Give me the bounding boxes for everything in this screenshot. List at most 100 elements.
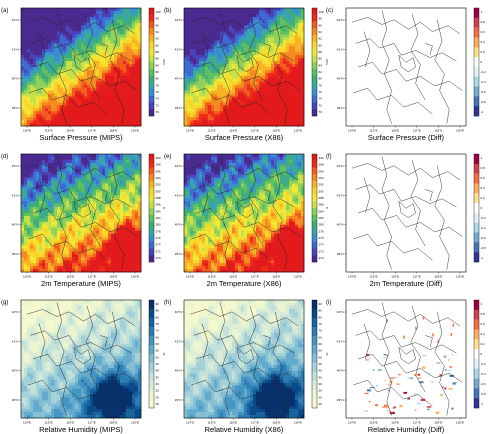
field-cell xyxy=(39,28,43,32)
field-cell xyxy=(108,198,112,202)
field-cell xyxy=(78,102,82,106)
field-cell xyxy=(99,204,103,208)
field-cell xyxy=(265,22,269,26)
field-cell xyxy=(84,25,88,29)
field-cell xyxy=(69,168,73,172)
field-cell xyxy=(72,52,76,56)
field-cell xyxy=(51,8,55,12)
field-cell xyxy=(129,111,133,115)
field-cell xyxy=(48,257,52,261)
field-cell xyxy=(87,25,91,29)
field-cell xyxy=(27,90,31,94)
x-tick-label: 115°E xyxy=(370,129,378,133)
field-cell xyxy=(111,87,115,91)
field-cell xyxy=(138,105,142,109)
field-cell xyxy=(271,10,275,15)
field-cell xyxy=(298,96,302,100)
field-cell xyxy=(211,111,215,115)
field-cell xyxy=(114,165,118,170)
field-cell xyxy=(39,162,43,167)
field-cell xyxy=(187,120,191,124)
field-cell xyxy=(84,75,88,80)
field-cell xyxy=(138,8,142,12)
field-cell xyxy=(72,8,76,12)
field-cell xyxy=(301,111,305,115)
field-cell xyxy=(90,123,94,127)
field-cell xyxy=(66,204,70,208)
field-cell xyxy=(60,105,64,109)
field-cell xyxy=(268,117,272,121)
field-cell xyxy=(99,96,103,100)
field-cell xyxy=(223,19,227,24)
field-cell xyxy=(66,108,70,112)
field-cell xyxy=(57,111,61,115)
field-cell xyxy=(105,99,109,103)
field-cell xyxy=(120,213,124,217)
field-cell xyxy=(81,245,85,249)
field-cell xyxy=(253,102,257,106)
field-cell xyxy=(60,123,64,127)
field-cell xyxy=(105,25,109,29)
field-cell xyxy=(220,13,224,18)
field-cell xyxy=(24,46,28,50)
field-cell xyxy=(199,46,203,50)
field-cell xyxy=(217,49,221,53)
field-cell xyxy=(81,239,85,243)
field-cell xyxy=(117,93,121,97)
field-cell xyxy=(33,177,37,181)
field-cell xyxy=(24,269,28,273)
field-cell xyxy=(39,227,43,231)
field-cell xyxy=(256,78,260,83)
field-cell xyxy=(205,78,209,83)
field-cell xyxy=(190,102,194,106)
field-cell xyxy=(129,189,133,193)
field-cell xyxy=(120,108,124,112)
field-cell xyxy=(21,263,25,267)
field-cell xyxy=(135,34,139,38)
field-cell xyxy=(286,34,290,38)
field-cell xyxy=(111,177,115,181)
field-cell xyxy=(259,108,263,112)
field-cell xyxy=(72,28,76,32)
province-border xyxy=(248,13,264,101)
field-cell xyxy=(45,25,49,29)
field-cell xyxy=(280,102,284,106)
field-cell xyxy=(135,40,139,44)
field-cell xyxy=(187,22,191,26)
field-cell xyxy=(36,239,40,243)
field-cell xyxy=(63,40,67,44)
field-cell xyxy=(217,37,221,41)
field-cell xyxy=(27,102,31,106)
field-cell xyxy=(75,13,79,18)
field-cell xyxy=(117,227,121,231)
field-cell xyxy=(241,34,245,38)
field-cell xyxy=(102,19,106,24)
field-cell xyxy=(241,49,245,53)
field-cell xyxy=(36,40,40,44)
field-cell xyxy=(75,221,79,226)
field-cell xyxy=(208,22,212,26)
field-cell xyxy=(93,162,97,167)
field-cell xyxy=(57,221,61,226)
field-cell xyxy=(205,10,209,15)
field-cell xyxy=(193,49,197,53)
field-cell xyxy=(226,46,230,50)
field-cell xyxy=(208,102,212,106)
field-cell xyxy=(72,10,76,15)
field-cell xyxy=(111,43,115,47)
field-cell xyxy=(138,84,142,88)
field-cell xyxy=(108,28,112,32)
field-cell xyxy=(295,78,299,83)
field-cell xyxy=(99,230,103,234)
field-cell xyxy=(57,43,61,47)
field-cell xyxy=(256,22,260,26)
field-cell xyxy=(259,87,263,91)
field-cell xyxy=(202,46,206,50)
field-cell xyxy=(90,224,94,229)
field-cell xyxy=(75,263,79,267)
field-cell xyxy=(268,10,272,15)
field-cell xyxy=(132,192,136,196)
field-cell xyxy=(81,269,85,273)
field-cell xyxy=(102,236,106,240)
x-tick-label: 118°E xyxy=(109,129,117,133)
